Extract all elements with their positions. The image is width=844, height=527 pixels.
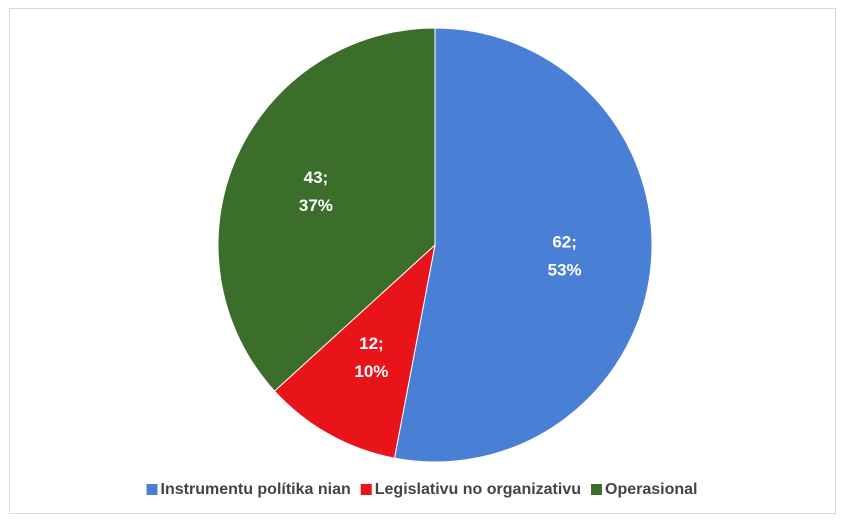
data-label-percent: 37% [299,196,333,215]
pie-slice [217,27,436,392]
legend-label: Legislativu no organizativu [375,481,581,498]
data-label-percent: 10% [354,362,388,381]
pie-slice [273,243,436,459]
legend-swatch [360,484,372,495]
legend-swatch [146,484,158,495]
legend-label: Operasional [605,481,697,498]
legend-swatch [591,484,602,495]
data-label: 62; [552,233,577,252]
legend-label: Instrumentu polítika nian [161,481,351,498]
pie-slice [393,27,653,463]
data-label: 43; [304,168,329,187]
data-label: 12; [359,334,384,353]
data-label-percent: 53% [548,261,582,280]
